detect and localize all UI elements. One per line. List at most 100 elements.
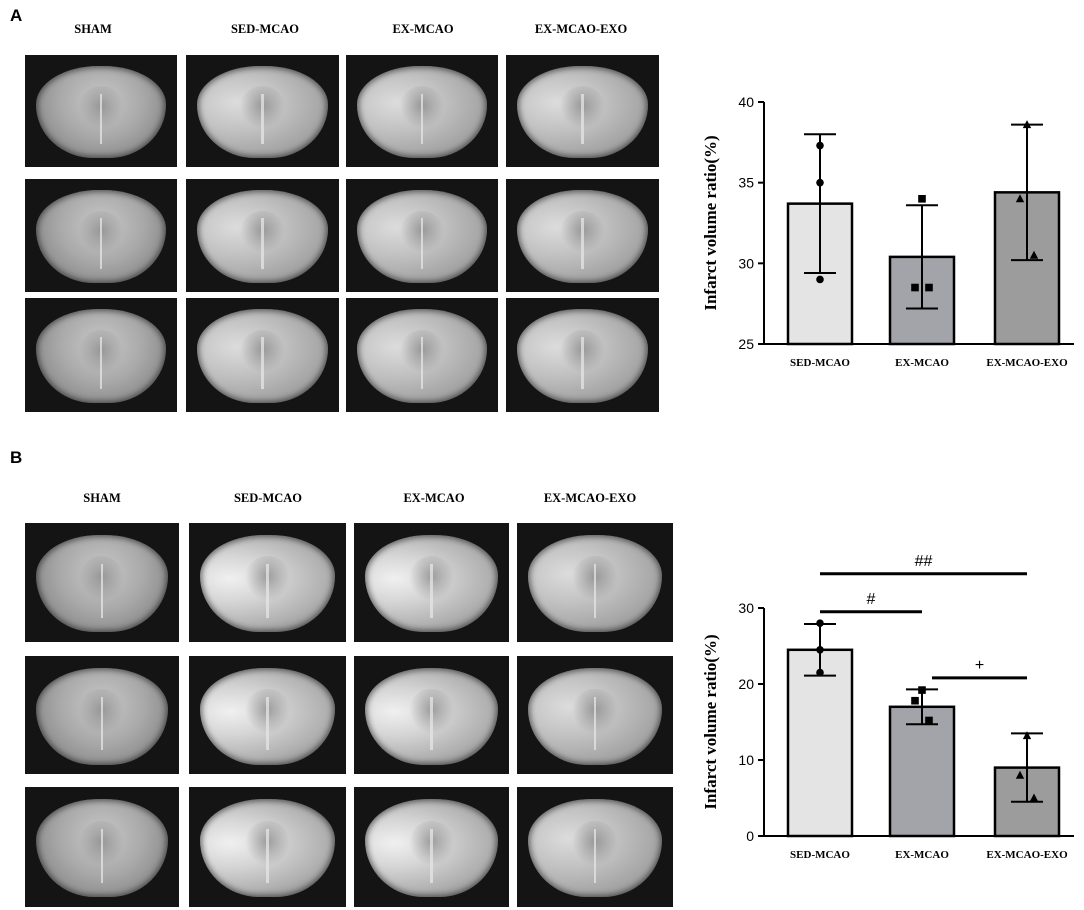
panel-b-mri-scan [517, 523, 673, 642]
panel-a-col-sed-mcao: SED-MCAO [230, 22, 300, 36]
panel-a-data-point [1015, 194, 1025, 203]
panel-a-mri-scan [506, 55, 659, 167]
panel-b-data-point [1022, 731, 1032, 740]
brain-slice-image [35, 309, 167, 403]
panel-a-col-ex-mcao-exo: EX-MCAO-EXO [534, 22, 628, 36]
panel-a-y-tick-label: 25 [738, 336, 754, 352]
panel-a-y-tick-label: 35 [738, 175, 754, 191]
panel-b-col-sham: SHAM [83, 491, 121, 505]
panel-b-data-point [816, 646, 824, 654]
panel-a-data-point [816, 275, 824, 284]
panel-b-mri-scan [354, 787, 509, 907]
brain-slice-image [35, 799, 169, 898]
panel-b-mri-scan [189, 656, 346, 774]
panel-b-data-point [911, 696, 919, 705]
panel-a-mri-scan [186, 55, 339, 167]
brain-slice-image [364, 667, 499, 765]
panel-a-mri-scan [186, 298, 339, 412]
panel-a-data-point [1022, 120, 1032, 129]
brain-slice-image [356, 190, 488, 283]
panel-b-significance-label: + [975, 657, 984, 674]
panel-b-data-point [1015, 770, 1025, 779]
panel-b-mri-scan [25, 787, 179, 907]
panel-a-data-point [918, 195, 926, 203]
brain-slice-image [527, 534, 663, 633]
panel-a-mri-scan [346, 179, 498, 292]
panel-b-category-label: EX-MCAO [895, 849, 949, 861]
panel-a-mri-scan [25, 298, 177, 412]
brain-slice-image [364, 534, 499, 633]
brain-slice-image [516, 66, 649, 159]
panel-a-data-point [925, 283, 933, 292]
panel-b-data-point [816, 619, 824, 627]
panel-b-mri-scan [354, 523, 509, 642]
brain-slice-image [516, 190, 649, 283]
panel-a-category-label: SED-MCAO [790, 357, 850, 369]
brain-slice-image [199, 667, 335, 765]
panel-a-letter: A [10, 6, 23, 25]
panel-b-mri-scan [25, 656, 179, 774]
panel-a-mri-scan [346, 298, 498, 412]
panel-a-chart: 25 30 35 40 Infarct volume ratio(%) SED-MCAO E… [700, 80, 1080, 380]
brain-slice-image [196, 309, 329, 403]
panel-a-y-tick-label: 40 [738, 94, 754, 110]
panel-b-bar [786, 648, 854, 838]
panel-a-col-sham: SHAM [74, 22, 112, 36]
panel-a-col-ex-mcao: EX-MCAO [392, 22, 454, 36]
panel-b-bar [888, 705, 956, 838]
panel-a-data-point [1029, 250, 1039, 259]
panel-a-mri-scan [346, 55, 498, 167]
brain-slice-image [527, 667, 663, 765]
panel-b-y-tick-label: 0 [746, 828, 754, 844]
brain-slice-image [356, 309, 488, 403]
brain-slice-image [35, 190, 167, 283]
panel-a-mri-scan [25, 179, 177, 292]
panel-b-letter: B [10, 448, 23, 467]
panel-b-data-point [1029, 793, 1039, 802]
panel-b-col-ex-mcao-exo: EX-MCAO-EXO [543, 491, 637, 505]
panel-b-significance-label: # [867, 591, 876, 608]
brain-slice-image [356, 66, 488, 159]
panel-a-mri-scan [186, 179, 339, 292]
panel-b-y-axis-label: Infarct volume ratio(%) [701, 634, 720, 809]
panel-b-data-point [918, 686, 926, 694]
panel-a-data-point [816, 141, 824, 150]
panel-b-mri-scan [189, 787, 346, 907]
panel-b-mri-scan [25, 523, 179, 642]
brain-slice-image [35, 667, 169, 765]
panel-b-col-ex-mcao: EX-MCAO [403, 491, 465, 505]
panel-a-data-point [911, 283, 919, 292]
panel-b-chart: 0 10 20 30 Infarct volume ratio(%) SED-MCAO EX… [700, 540, 1080, 880]
panel-a-category-label: EX-MCAO-EXO [986, 357, 1068, 369]
panel-b-data-point [816, 668, 824, 677]
panel-b-mri-scan [189, 523, 346, 642]
panel-b-y-tick-label: 30 [738, 600, 754, 616]
panel-a-mri-scan [506, 179, 659, 292]
panel-a-y-axis-label: Infarct volume ratio(%) [701, 135, 720, 310]
panel-a-bar-chart-svg: 25 30 35 40 Infarct volume ratio(%) SED-MCAO E… [701, 94, 1074, 369]
panel-b-y-tick-label: 10 [738, 752, 754, 768]
panel-a-category-label: EX-MCAO [895, 357, 949, 369]
panel-b-mri-scan [354, 656, 509, 774]
brain-slice-image [364, 799, 499, 898]
brain-slice-image [35, 66, 167, 159]
panel-b-category-label: SED-MCAO [790, 849, 850, 861]
panel-b-mri-scan [517, 656, 673, 774]
panel-b-data-point [925, 716, 933, 725]
panel-a-y-tick-label: 30 [738, 255, 754, 271]
panel-b-significance-label: ## [915, 553, 933, 570]
panel-b-col-sed-mcao: SED-MCAO [233, 491, 303, 505]
panel-a-data-point [816, 178, 824, 187]
panel-a-mri-scan [506, 298, 659, 412]
panel-b-category-label: EX-MCAO-EXO [986, 849, 1068, 861]
brain-slice-image [527, 799, 663, 898]
panel-b-mri-scan [517, 787, 673, 907]
brain-slice-image [199, 799, 335, 898]
brain-slice-image [199, 534, 335, 633]
brain-slice-image [516, 309, 649, 403]
brain-slice-image [196, 66, 329, 159]
brain-slice-image [35, 534, 169, 633]
brain-slice-image [196, 190, 329, 283]
panel-b-bar-chart-svg: 0 10 20 30 Infarct volume ratio(%) SED-MCAO EX… [701, 553, 1074, 861]
panel-b-y-tick-label: 20 [738, 676, 754, 692]
